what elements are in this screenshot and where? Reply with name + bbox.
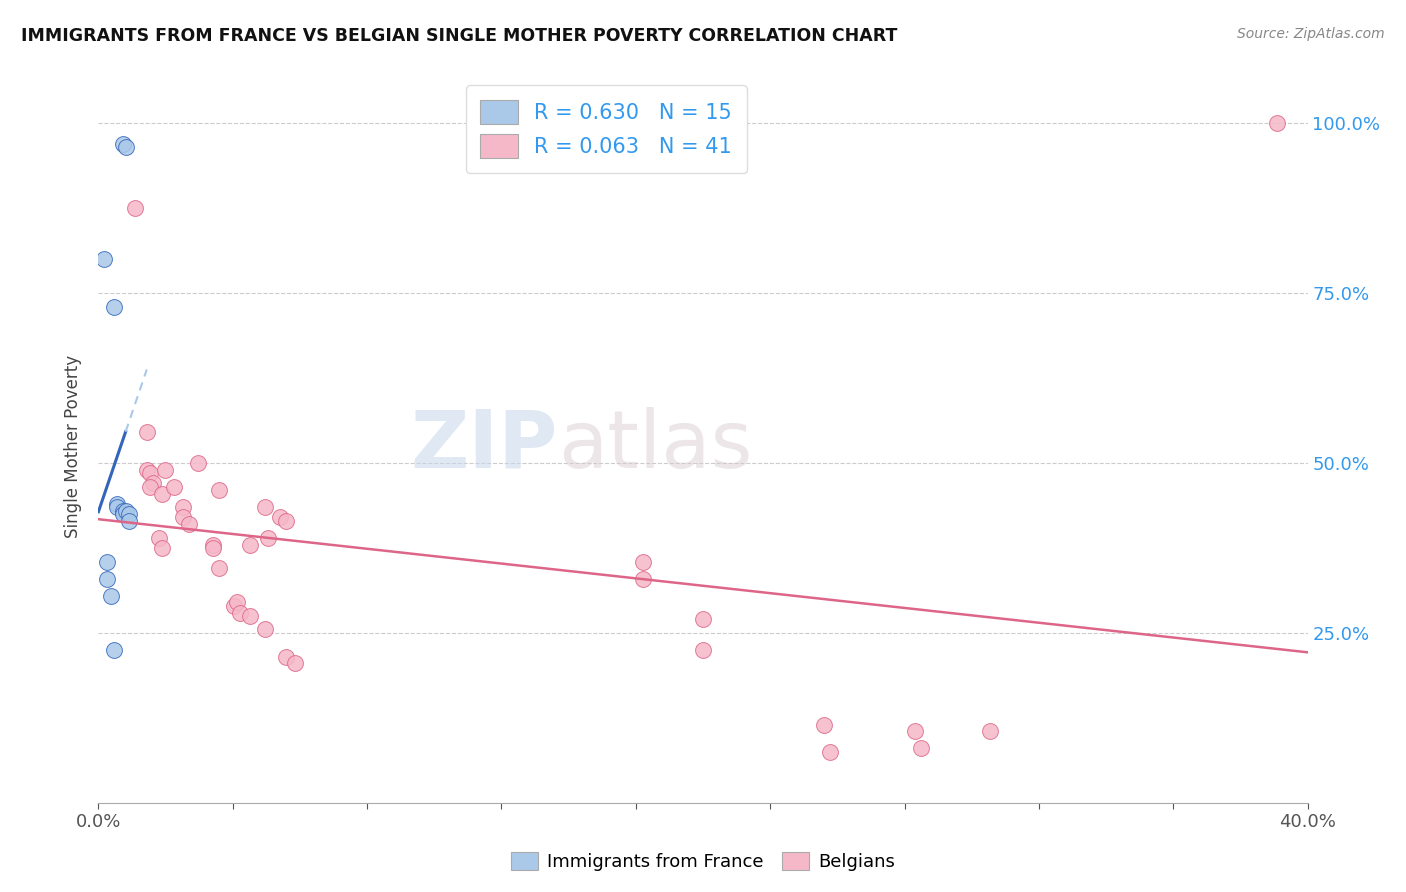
- Point: [172, 510, 194, 524]
- Point: [148, 531, 170, 545]
- Point: [631, 572, 654, 586]
- Point: [692, 643, 714, 657]
- Point: [284, 657, 307, 671]
- Point: [256, 531, 278, 545]
- Point: [239, 537, 262, 551]
- Point: [96, 555, 118, 569]
- Point: [979, 724, 1001, 739]
- Text: IMMIGRANTS FROM FRANCE VS BELGIAN SINGLE MOTHER POVERTY CORRELATION CHART: IMMIGRANTS FROM FRANCE VS BELGIAN SINGLE…: [21, 27, 897, 45]
- Point: [111, 136, 134, 151]
- Point: [124, 201, 146, 215]
- Point: [96, 572, 118, 586]
- Point: [93, 252, 115, 266]
- Legend: R = 0.630   N = 15, R = 0.063   N = 41: R = 0.630 N = 15, R = 0.063 N = 41: [465, 86, 747, 173]
- Point: [135, 425, 157, 440]
- Point: [111, 507, 134, 521]
- Point: [114, 503, 136, 517]
- Point: [153, 463, 176, 477]
- Point: [226, 595, 249, 609]
- Point: [135, 463, 157, 477]
- Point: [208, 561, 231, 575]
- Text: ZIP: ZIP: [411, 407, 558, 485]
- Point: [229, 606, 252, 620]
- Point: [253, 623, 276, 637]
- Point: [114, 140, 136, 154]
- Text: atlas: atlas: [558, 407, 752, 485]
- Point: [692, 612, 714, 626]
- Point: [100, 589, 122, 603]
- Point: [142, 476, 165, 491]
- Point: [274, 649, 297, 664]
- Point: [1267, 116, 1289, 130]
- Point: [118, 507, 141, 521]
- Point: [813, 717, 835, 731]
- Point: [163, 480, 186, 494]
- Point: [103, 300, 125, 314]
- Point: [253, 500, 276, 515]
- Point: [179, 517, 201, 532]
- Point: [118, 514, 141, 528]
- Point: [202, 541, 225, 555]
- Point: [150, 486, 173, 500]
- Point: [202, 537, 225, 551]
- Point: [103, 643, 125, 657]
- Point: [172, 500, 194, 515]
- Point: [631, 555, 654, 569]
- Point: [239, 608, 262, 623]
- Y-axis label: Single Mother Poverty: Single Mother Poverty: [65, 354, 83, 538]
- Point: [904, 724, 927, 739]
- Legend: Immigrants from France, Belgians: Immigrants from France, Belgians: [503, 845, 903, 879]
- Point: [269, 510, 291, 524]
- Point: [224, 599, 246, 613]
- Point: [818, 745, 841, 759]
- Text: Source: ZipAtlas.com: Source: ZipAtlas.com: [1237, 27, 1385, 41]
- Point: [111, 503, 134, 517]
- Point: [139, 480, 162, 494]
- Point: [105, 497, 128, 511]
- Point: [208, 483, 231, 498]
- Point: [150, 541, 173, 555]
- Point: [910, 741, 932, 756]
- Point: [274, 514, 297, 528]
- Point: [105, 500, 128, 515]
- Point: [187, 456, 209, 470]
- Point: [139, 466, 162, 480]
